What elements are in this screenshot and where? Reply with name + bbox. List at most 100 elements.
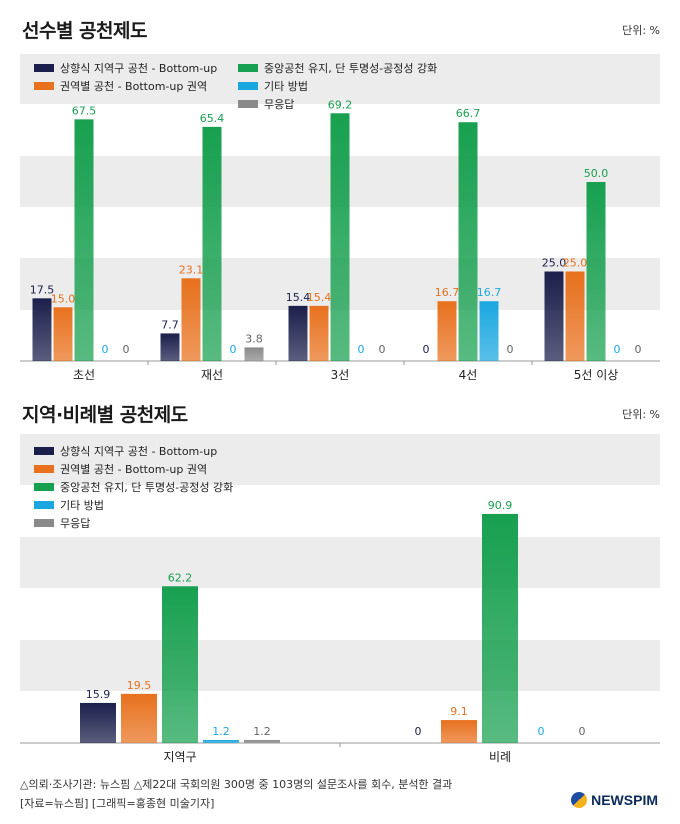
category-label: 4선 <box>459 368 478 382</box>
bar-navy <box>32 298 52 361</box>
bar-gray <box>244 347 264 361</box>
data-label: 0 <box>538 725 545 738</box>
category-label: 재선 <box>201 368 223 382</box>
legend-label: 기타 방법 <box>60 499 104 512</box>
bar-green <box>330 113 350 361</box>
data-label: 0 <box>507 343 514 356</box>
data-label: 0 <box>102 343 109 356</box>
data-label: 3.8 <box>245 332 263 345</box>
bar-orange <box>437 301 457 361</box>
data-label: 16.7 <box>435 286 460 299</box>
legend-item: 중앙공천 유지, 단 투명성-공정성 강화 <box>238 60 437 76</box>
legend-label: 중앙공천 유지, 단 투명성-공정성 강화 <box>60 481 234 494</box>
newspim-logo-text: NEWSPIM <box>591 792 658 808</box>
data-label: 7.7 <box>161 318 179 331</box>
data-label: 50.0 <box>584 167 609 180</box>
bar-green <box>162 586 198 743</box>
data-label: 15.0 <box>51 292 76 305</box>
data-label: 15.4 <box>307 291 332 304</box>
legend-item: 상향식 지역구 공천 - Bottom-up <box>34 60 217 76</box>
legend-label: 권역별 공천 - Bottom-up 권역 <box>60 463 208 476</box>
bar-green <box>202 126 222 361</box>
legend-swatch <box>238 82 258 90</box>
data-label: 0 <box>635 343 642 356</box>
data-label: 15.9 <box>86 688 111 701</box>
legend-label: 상향식 지역구 공천 - Bottom-up <box>60 62 218 75</box>
background-band <box>20 434 660 485</box>
category-label: 5선 이상 <box>574 368 619 382</box>
bar-gray <box>244 739 280 743</box>
data-label: 0 <box>123 343 130 356</box>
bar-orange <box>441 720 477 743</box>
data-label: 69.2 <box>328 98 353 111</box>
legend-label: 중앙공천 유지, 단 투명성-공정성 강화 <box>264 62 438 75</box>
data-label: 62.2 <box>168 571 193 584</box>
data-label: 25.0 <box>542 257 567 270</box>
bar-orange <box>121 693 157 743</box>
background-band <box>20 54 660 104</box>
legend-item: 기타 방법 <box>34 497 104 513</box>
data-label: 65.4 <box>200 112 225 125</box>
data-label: 0 <box>379 343 386 356</box>
data-label: 1.2 <box>253 725 271 738</box>
data-label: 0 <box>423 343 430 356</box>
category-label: 비례 <box>489 750 511 764</box>
legend-item: 기타 방법 <box>238 78 308 94</box>
legend-swatch <box>34 501 54 509</box>
legend-label: 상향식 지역구 공천 - Bottom-up <box>60 445 218 458</box>
bar-orange <box>309 305 329 361</box>
bar-blue <box>203 739 239 743</box>
legend-label: 기타 방법 <box>264 80 308 93</box>
legend-swatch <box>34 447 54 455</box>
legend-item: 권역별 공천 - Bottom-up 권역 <box>34 78 207 94</box>
chart2-title: 지역·비례별 공천제도 <box>22 404 188 426</box>
chart1-unit: 단위: % <box>622 24 660 37</box>
legend-label: 무응답 <box>264 98 295 111</box>
data-label: 19.5 <box>127 679 152 692</box>
legend-label: 권역별 공천 - Bottom-up 권역 <box>60 80 208 93</box>
legend-swatch <box>34 64 54 72</box>
bar-orange <box>181 278 201 361</box>
legend-item: 권역별 공천 - Bottom-up 권역 <box>34 461 207 477</box>
bar-green <box>586 182 606 361</box>
bar-green <box>74 119 94 361</box>
legend-swatch <box>238 64 258 72</box>
legend-label: 무응답 <box>60 517 91 530</box>
legend-swatch <box>34 82 54 90</box>
data-label: 17.5 <box>30 283 55 296</box>
data-label: 66.7 <box>456 107 481 120</box>
legend-swatch <box>238 100 258 108</box>
legend-item: 무응답 <box>238 96 294 112</box>
bar-orange <box>53 307 73 361</box>
data-label: 0 <box>579 725 586 738</box>
data-label: 15.4 <box>286 291 311 304</box>
data-label: 16.7 <box>477 286 502 299</box>
data-label: 67.5 <box>72 104 97 117</box>
footer-source: △의뢰·조사기관: 뉴스핌 △제22대 국회의원 300명 중 103명의 설문… <box>20 778 453 791</box>
data-label: 9.1 <box>450 705 468 718</box>
legend-item: 중앙공천 유지, 단 투명성-공정성 강화 <box>34 479 233 495</box>
legend-swatch <box>34 465 54 473</box>
data-label: 0 <box>614 343 621 356</box>
data-label: 90.9 <box>488 499 513 512</box>
newspim-logo-icon <box>571 792 588 808</box>
data-label: 0 <box>415 725 422 738</box>
background-band <box>20 537 660 588</box>
footer-credit: [자료=뉴스핌] [그래픽=홍종현 미술기자] <box>20 797 215 810</box>
legend-item: 무응답 <box>34 515 90 531</box>
category-label: 지역구 <box>163 750 196 764</box>
category-label: 3선 <box>331 368 350 382</box>
chart1-title: 선수별 공천제도 <box>22 20 147 42</box>
bar-navy <box>544 271 564 361</box>
chart2-plot: 15.9 19.5 62.2 1.2 1.2 지역구 0 9.1 90.9 0 0 비례 <box>20 434 660 764</box>
chart2-unit: 단위: % <box>622 408 660 421</box>
newspim-logo: NEWSPIM <box>571 792 658 808</box>
bar-green <box>458 122 478 362</box>
legend-swatch <box>34 483 54 491</box>
bar-navy <box>80 702 116 743</box>
bar-navy <box>160 333 180 361</box>
chart1-plot: 17.515.0 67.5 0 0 초선 7.7 23.1 65.4 0 3.8 재선 15.415.… <box>20 54 660 382</box>
data-label: 25.0 <box>563 257 588 270</box>
bar-blue <box>479 301 499 361</box>
bar-navy <box>288 305 308 361</box>
